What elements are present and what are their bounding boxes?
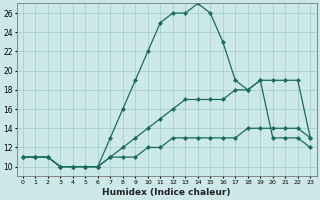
X-axis label: Humidex (Indice chaleur): Humidex (Indice chaleur) <box>102 188 231 197</box>
